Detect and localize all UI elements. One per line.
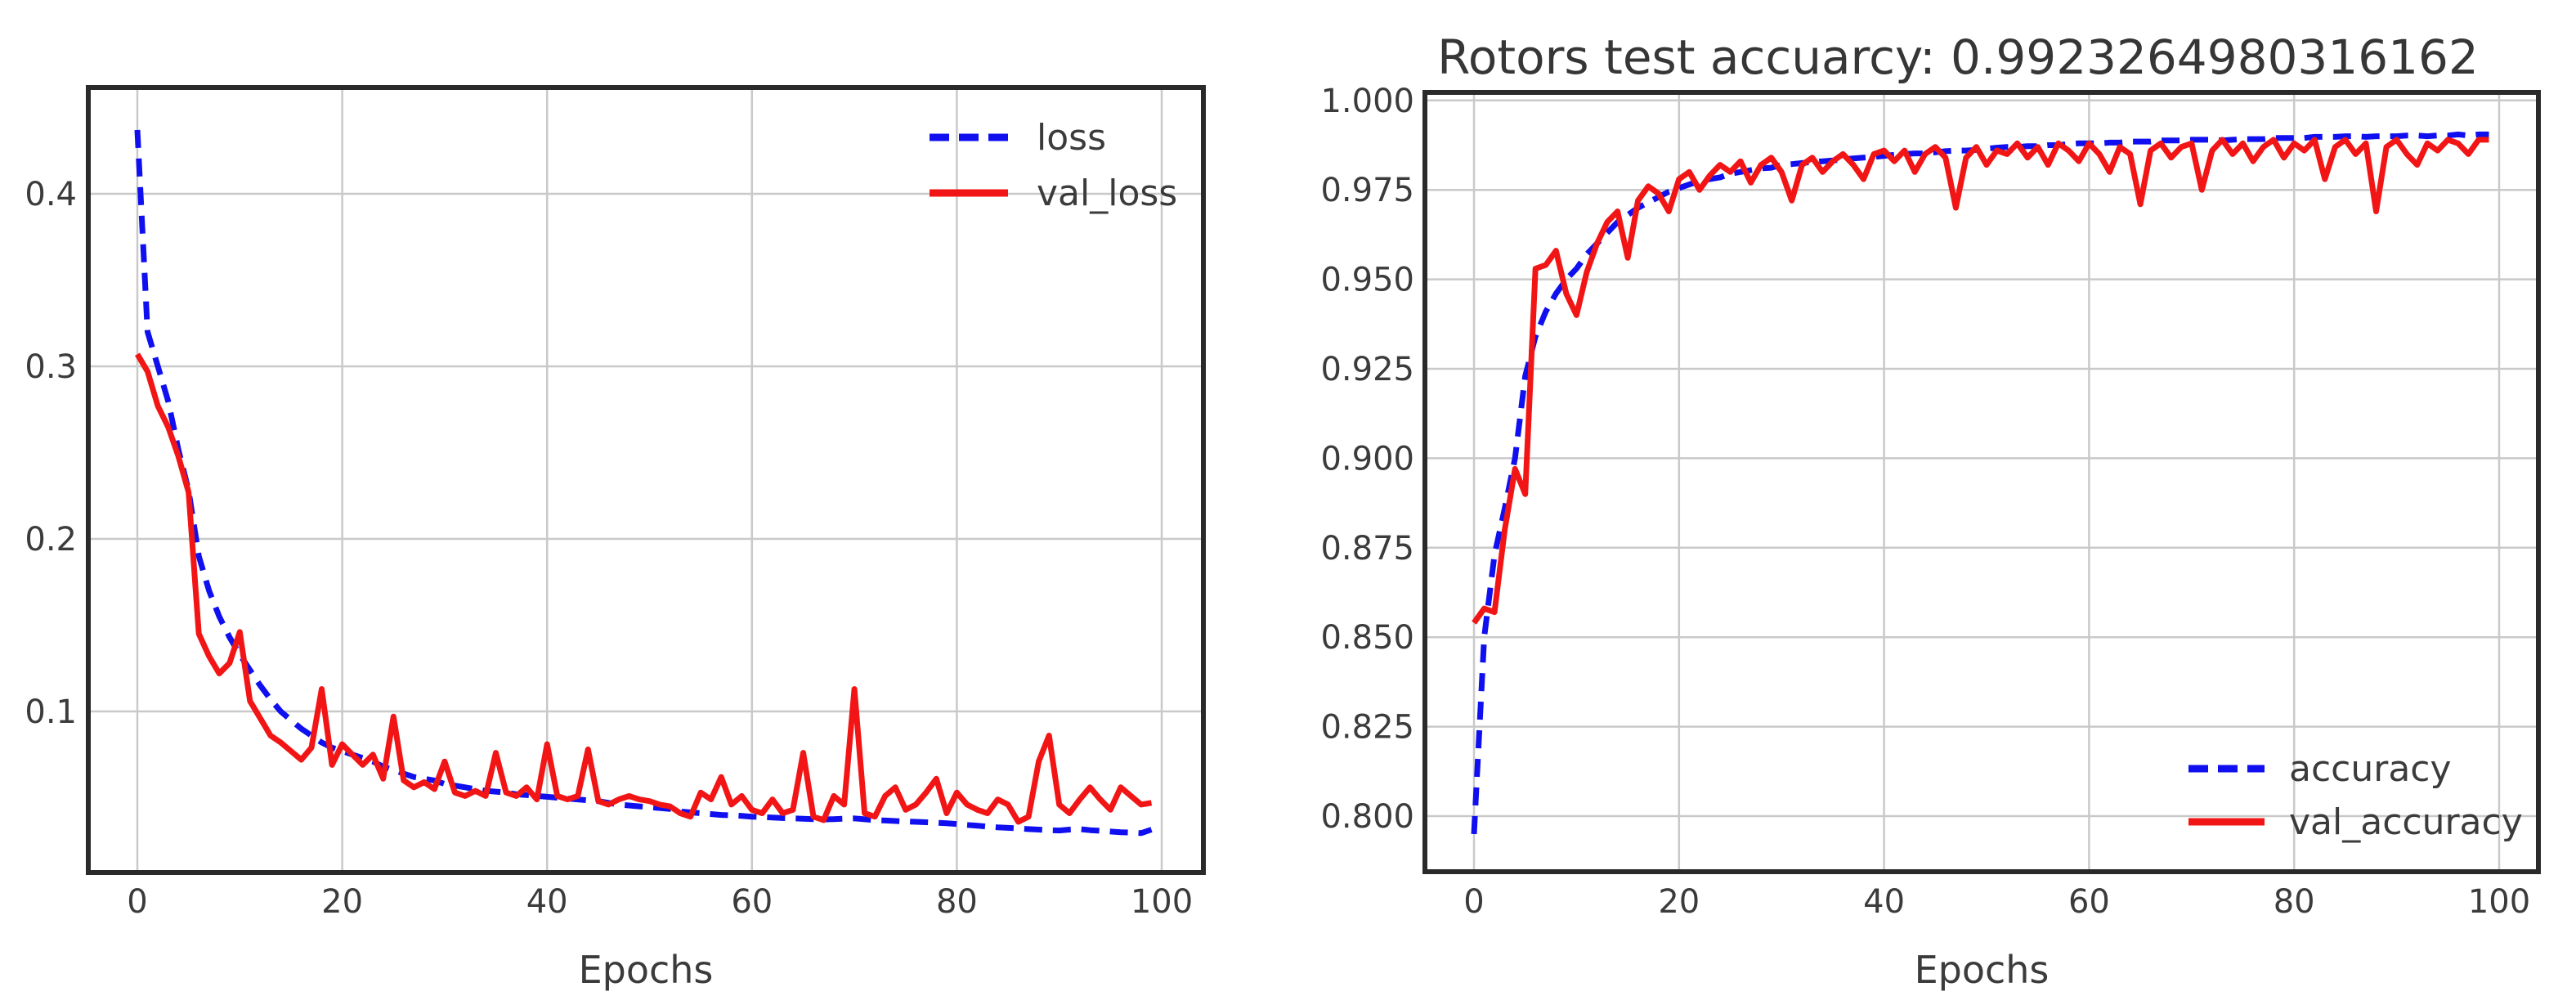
y-tick-label: 0.975 <box>1320 172 1414 209</box>
plot-frame <box>86 85 1206 875</box>
y-tick-label: 0.900 <box>1320 440 1414 478</box>
plot-frame <box>1422 90 2541 874</box>
legend-label-val_loss: val_loss <box>1037 173 1177 214</box>
val_loss-line <box>134 352 1153 825</box>
loss-line <box>134 129 1153 837</box>
y-tick-label: 0.850 <box>1320 619 1414 657</box>
x-tick-label: 0 <box>1463 883 1484 921</box>
accuracy-line <box>1471 131 2489 835</box>
x-tick-label: 100 <box>1131 883 1193 921</box>
legend-label-accuracy: accuracy <box>2289 748 2452 790</box>
y-tick-label: 0.2 <box>25 521 77 559</box>
x-tick-label: 80 <box>936 883 978 921</box>
y-tick-label: 0.825 <box>1320 709 1414 747</box>
chart-title: Rotors test accuarcy: 0.9923264980316162 <box>1437 29 2479 85</box>
y-tick-label: 0.800 <box>1320 798 1414 836</box>
x-axis-label: Epochs <box>1915 948 2050 992</box>
legend-label-loss: loss <box>1037 117 1106 159</box>
x-axis-label: Epochs <box>579 948 714 992</box>
loss-chart: 0 20 40 60 80 100 0.4 0.3 0.2 0.1 Epochs loss val_lo… <box>25 85 1206 992</box>
x-tick-label: 40 <box>1863 883 1905 921</box>
y-tick-label: 0.3 <box>25 348 77 386</box>
x-tick-label: 60 <box>2068 883 2110 921</box>
val_accuracy-line <box>1472 137 2489 625</box>
y-tick-label: 0.875 <box>1320 530 1414 568</box>
x-tick-label: 80 <box>2274 883 2315 921</box>
y-tick-label: 0.925 <box>1320 351 1414 388</box>
y-tick-label: 0.950 <box>1320 262 1414 299</box>
accuracy-chart: 0 20 40 60 80 100 1.000 0.975 0.950 0.925 0.900 0.8… <box>1320 29 2541 992</box>
y-tick-label: 1.000 <box>1320 83 1414 120</box>
x-tick-label: 40 <box>526 883 568 921</box>
y-tick-label: 0.4 <box>25 176 77 213</box>
x-tick-label: 20 <box>1658 883 1700 921</box>
legend-label-val_accuracy: val_accuracy <box>2289 801 2523 843</box>
x-tick-label: 60 <box>731 883 773 921</box>
x-tick-label: 0 <box>127 883 147 921</box>
x-tick-label: 20 <box>321 883 363 921</box>
x-tick-label: 100 <box>2468 883 2530 921</box>
y-tick-label: 0.1 <box>25 693 77 731</box>
